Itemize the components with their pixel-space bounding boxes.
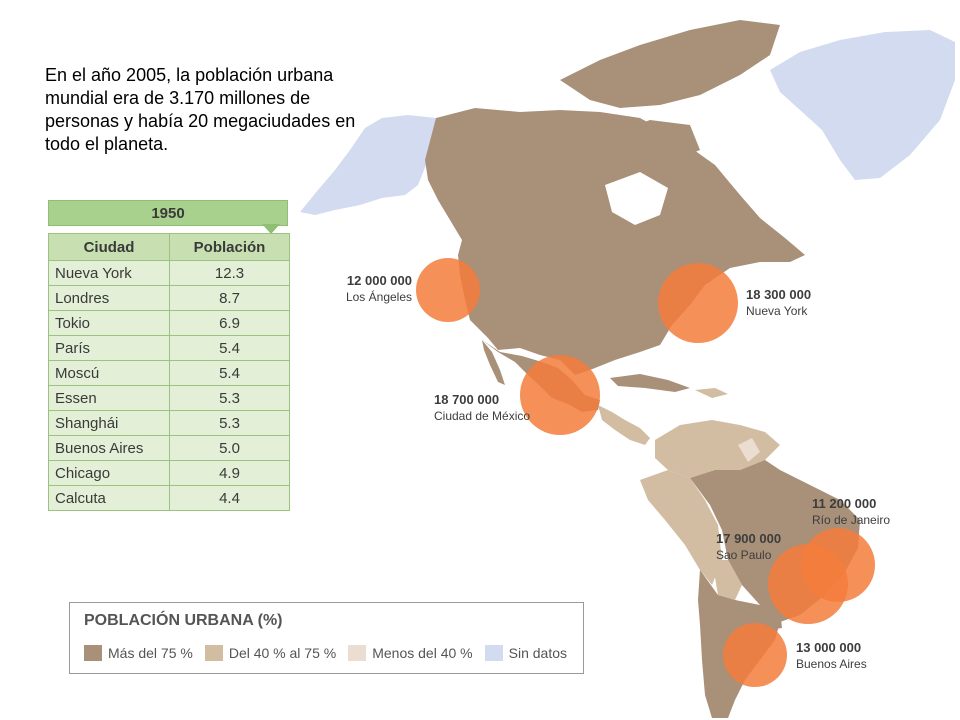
year-pointer (262, 224, 280, 234)
caribbean-island (695, 388, 728, 398)
table-cell-population: 4.9 (169, 460, 290, 486)
hudson-bay (605, 172, 668, 225)
uruguay-region (760, 605, 782, 630)
table-cell-city: Essen (48, 385, 170, 411)
legend-item: Menos del 40 % (348, 645, 473, 661)
legend-label: Más del 75 % (108, 645, 193, 661)
legend-item: Más del 75 % (84, 645, 193, 661)
andean-region (640, 470, 722, 585)
sao-paulo-population: 17 900 000 (716, 531, 782, 546)
table-row: Buenos Aires 5.0 (48, 435, 290, 461)
table-cell-population: 5.0 (169, 435, 290, 461)
table-row: París 5.4 (48, 335, 290, 361)
guianas-region (738, 438, 760, 462)
baja-california (482, 340, 505, 385)
legend-items: Más del 75 % Del 40 % al 75 % Menos del … (84, 645, 567, 661)
alaska-region (300, 115, 436, 215)
buenos-aires-population: 13 000 000 (796, 640, 862, 655)
table-cell-population: 5.3 (169, 410, 290, 436)
table-row: Moscú 5.4 (48, 360, 290, 386)
table-cell-population: 8.7 (169, 285, 290, 311)
sao-paulo-name: Sao Paulo (716, 548, 772, 562)
buenos-aires-label: 13 000 000 Buenos Aires (796, 640, 867, 672)
table-cell-city: Calcuta (48, 485, 170, 511)
table-cell-population: 12.3 (169, 260, 290, 286)
legend-swatch (348, 645, 367, 661)
legend-swatch (204, 645, 223, 661)
greenland-region (770, 30, 955, 180)
rio-population: 11 200 000 (812, 496, 877, 511)
table-cell-city: Nueva York (48, 260, 170, 286)
table-cell-city: Buenos Aires (48, 435, 170, 461)
new-york-name: Nueva York (746, 304, 808, 318)
table-row: Londres 8.7 (48, 285, 290, 311)
legend-title: POBLACIÓN URBANA (%) (84, 612, 283, 629)
table-row: Tokio 6.9 (48, 310, 290, 336)
legend-swatch (484, 645, 503, 661)
los-angeles-label: 12 000 000 Los Ángeles (336, 273, 412, 305)
table-row: Nueva York 12.3 (48, 260, 290, 286)
table-cell-city: Londres (48, 285, 170, 311)
sao-paulo-label: 17 900 000 Sao Paulo (716, 531, 781, 563)
intro-text: En el año 2005, la población urbana mund… (45, 65, 356, 154)
legend-label: Del 40 % al 75 % (228, 645, 337, 661)
buenos-aires-circle (723, 623, 787, 687)
table-cell-population: 5.3 (169, 385, 290, 411)
new-york-population: 18 300 000 (746, 287, 812, 302)
table-cell-population: 5.4 (169, 335, 290, 361)
table-header-row: Ciudad Población (48, 233, 290, 261)
table-cell-city: Chicago (48, 460, 170, 486)
mexico-city-circle (520, 355, 600, 435)
los-angeles-population: 12 000 000 (346, 273, 412, 288)
legend-item: Sin datos (484, 645, 568, 661)
mexico-city-population: 18 700 000 (434, 392, 500, 407)
table-row: Essen 5.3 (48, 385, 290, 411)
buenos-aires-name: Buenos Aires (796, 657, 867, 671)
los-angeles-name: Los Ángeles (345, 290, 412, 304)
legend-label: Menos del 40 % (372, 645, 473, 661)
table-cell-population: 6.9 (169, 310, 290, 336)
table-cell-city: Moscú (48, 360, 170, 386)
table-cell-city: París (48, 335, 170, 361)
new-york-label: 18 300 000 Nueva York (746, 287, 811, 319)
new-york-circle (658, 263, 738, 343)
los-angeles-circle (416, 258, 480, 322)
table-row: Shanghái 5.3 (48, 410, 290, 436)
northern-south-america (655, 420, 780, 478)
rio-name: Río de Janeiro (812, 513, 891, 527)
table-row: Calcuta 4.4 (48, 485, 290, 511)
legend-label: Sin datos (508, 645, 568, 661)
map-legend: POBLACIÓN URBANA (%) Más del 75 % Del 40… (69, 602, 584, 674)
table-row: Chicago 4.9 (48, 460, 290, 486)
paraguay-region (712, 560, 742, 600)
table-cell-city: Tokio (48, 310, 170, 336)
year-tab: 1950 (48, 200, 288, 226)
table-cell-population: 4.4 (169, 485, 290, 511)
legend-swatch (84, 645, 102, 661)
cuba-island (610, 374, 690, 392)
mexico-city-label: 18 700 000 Ciudad de México (434, 392, 530, 424)
header-city: Ciudad (48, 233, 170, 261)
cities-table: Ciudad Población Nueva York 12.3 Londres 8… (48, 233, 290, 511)
north-america-region (425, 108, 805, 375)
sao-paulo-circle (768, 544, 848, 624)
rio-label: 11 200 000 Río de Janeiro (812, 496, 890, 528)
legend-item: Del 40 % al 75 % (204, 645, 337, 661)
table-cell-city: Shanghái (48, 410, 170, 436)
mexico-city-name: Ciudad de México (434, 409, 531, 423)
table-cell-population: 5.4 (169, 360, 290, 386)
arctic-islands (560, 20, 780, 108)
central-america-region (598, 405, 650, 445)
header-population: Población (169, 233, 290, 261)
